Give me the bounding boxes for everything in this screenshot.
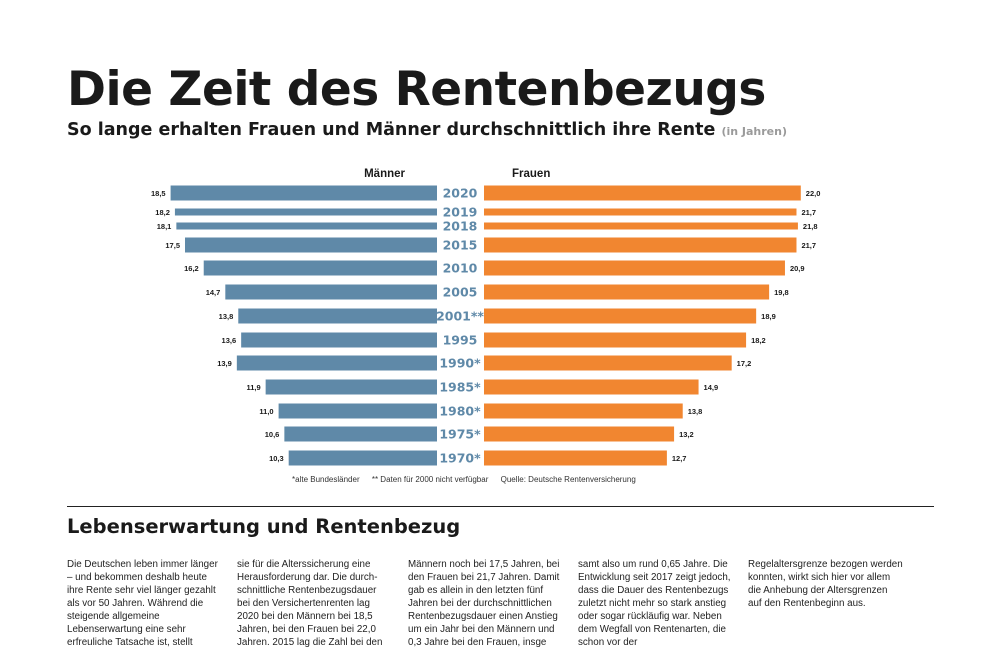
data-label-men: 11,9 xyxy=(246,383,260,392)
data-label-women: 19,8 xyxy=(774,288,789,297)
bar-women xyxy=(484,332,747,348)
bar-men xyxy=(278,403,437,419)
data-label-men: 10,6 xyxy=(265,430,280,439)
section-title: Lebenserwartung und Rentenbezug xyxy=(67,515,461,538)
footnote-no-data: ** Daten für 2000 nicht verfügbar xyxy=(371,475,489,484)
category-label: 2015 xyxy=(443,238,478,253)
category-label: 1985* xyxy=(439,380,481,395)
data-label-men: 18,1 xyxy=(157,222,172,231)
data-label-men: 16,2 xyxy=(184,264,199,273)
bar-men xyxy=(170,185,437,201)
bar-men xyxy=(284,426,437,442)
bar-men xyxy=(176,222,438,230)
category-label: 2020 xyxy=(443,186,478,201)
data-label-women: 17,2 xyxy=(737,359,752,368)
data-label-women: 14,9 xyxy=(704,383,719,392)
data-label-men: 10,3 xyxy=(269,454,284,463)
data-label-women: 22,0 xyxy=(806,189,821,198)
data-label-women: 18,9 xyxy=(761,312,776,321)
bar-women xyxy=(484,185,801,201)
page-title: Die Zeit des Rentenbezugs xyxy=(67,62,766,117)
category-label: 1975* xyxy=(439,427,481,442)
category-label: 1995 xyxy=(443,333,478,348)
data-label-men: 18,2 xyxy=(155,208,170,217)
data-label-men: 13,6 xyxy=(222,336,237,345)
body-column-5: Regelaltersgrenze bezogen wer­den konnte… xyxy=(748,559,903,609)
bar-men xyxy=(241,332,437,348)
category-label: 1980* xyxy=(439,404,481,419)
data-label-men: 14,7 xyxy=(206,288,221,297)
footnote-source: Quelle: Deutsche Rentenversicherung xyxy=(500,475,636,484)
data-label-women: 18,2 xyxy=(751,336,766,345)
bar-women xyxy=(484,237,797,253)
chart-footnotes: *alte Bundesländer ** Daten für 2000 nic… xyxy=(292,475,646,484)
bar-women xyxy=(484,426,675,442)
category-label: 1990* xyxy=(439,356,481,371)
section-divider xyxy=(67,506,934,507)
bar-women xyxy=(484,308,757,324)
bar-women xyxy=(484,355,732,371)
category-label: 1970* xyxy=(439,451,481,466)
data-label-women: 21,7 xyxy=(801,241,816,250)
bar-women xyxy=(484,403,683,419)
bar-women xyxy=(484,260,785,276)
bar-men xyxy=(203,260,437,276)
subtitle-unit: (in Jahren) xyxy=(721,125,787,138)
bar-men xyxy=(238,308,437,324)
bar-men xyxy=(265,379,437,395)
data-label-women: 12,7 xyxy=(672,454,687,463)
body-column-1: Die Deutschen leben immer länger – und b… xyxy=(67,559,218,648)
data-label-women: 13,2 xyxy=(679,430,694,439)
subtitle-text: So lange erhalten Frauen und Männer durc… xyxy=(67,120,716,140)
bar-women xyxy=(484,208,797,216)
data-label-men: 13,8 xyxy=(219,312,234,321)
data-label-men: 11,0 xyxy=(259,407,273,416)
bar-women xyxy=(484,284,770,300)
legend-women: Frauen xyxy=(512,168,550,180)
bar-women xyxy=(484,450,667,466)
category-label: 2010 xyxy=(443,261,478,276)
body-column-3: Männern noch bei 17,5 Jahren, bei den Fr… xyxy=(408,559,560,648)
category-label: 2001** xyxy=(436,309,484,324)
category-label: 2019 xyxy=(443,205,478,220)
page-subtitle: So lange erhalten Frauen und Männer durc… xyxy=(67,120,787,140)
bar-men xyxy=(174,208,438,216)
data-label-men: 13,9 xyxy=(217,359,232,368)
data-label-women: 21,7 xyxy=(801,208,816,217)
bar-women xyxy=(484,379,699,395)
butterfly-bar-chart: Männer Frauen 18,5 22,0 2020 18,2 21,7 2019 18,1… xyxy=(151,168,821,466)
data-label-men: 17,5 xyxy=(165,241,180,250)
data-label-women: 13,8 xyxy=(688,407,703,416)
category-label: 2018 xyxy=(443,219,478,234)
bar-women xyxy=(484,222,798,230)
body-column-4: samt also um rund 0,65 Jahre. Die Entwic… xyxy=(578,559,731,648)
category-label: 2005 xyxy=(443,285,478,300)
bar-men xyxy=(288,450,437,466)
legend-men: Männer xyxy=(364,168,405,180)
bar-men xyxy=(236,355,437,371)
footnote-old-states: *alte Bundesländer xyxy=(292,475,360,484)
data-label-men: 18,5 xyxy=(151,189,166,198)
data-label-women: 20,9 xyxy=(790,264,805,273)
bar-men xyxy=(185,237,437,253)
body-column-2: sie für die Alterssicherung eine Herausf… xyxy=(237,559,383,648)
bar-men xyxy=(225,284,437,300)
data-label-women: 21,8 xyxy=(803,222,818,231)
